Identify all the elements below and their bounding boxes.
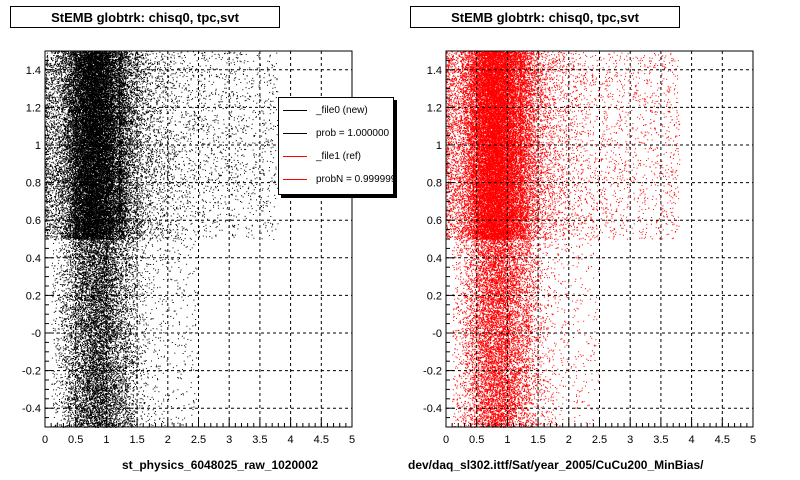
y-tick-label: 1 bbox=[436, 140, 442, 152]
y-tick-label: 1.4 bbox=[427, 65, 442, 77]
y-tick-label: 1.2 bbox=[427, 102, 442, 114]
x-tick-label: 1.5 bbox=[129, 434, 144, 446]
y-tick-label: 0.4 bbox=[427, 253, 442, 265]
y-tick-label: -0.2 bbox=[22, 366, 41, 378]
y-tick-label: -0 bbox=[31, 328, 41, 340]
scatter-plot-left: 0 0.5 1 1.5 2 2.5 3 3.5 4 4.5 5 -0.4 -0.2 -0 0.2 0.4 0.6… bbox=[22, 50, 355, 446]
axes bbox=[445, 50, 754, 428]
legend-label: _file1 (ref) bbox=[316, 150, 362, 162]
x-tick-label: 0 bbox=[443, 434, 449, 446]
y-tick-label: -0.2 bbox=[423, 366, 442, 378]
y-tick-label: 0.8 bbox=[26, 178, 41, 190]
legend-line-red bbox=[283, 155, 307, 157]
x-tick-label: 5 bbox=[750, 434, 756, 446]
y-tick-label: 0.4 bbox=[26, 253, 41, 265]
x-tick-label: 3 bbox=[226, 434, 232, 446]
x-tick-label: 0.5 bbox=[469, 434, 484, 446]
y-tick-label: 0.6 bbox=[26, 215, 41, 227]
x-tick-label: 1 bbox=[103, 434, 109, 446]
x-tick-label: 4 bbox=[288, 434, 294, 446]
legend-line-black bbox=[283, 132, 307, 134]
x-tick-label: 1.5 bbox=[530, 434, 545, 446]
y-tick-label: 0.2 bbox=[26, 290, 41, 302]
grid bbox=[446, 51, 753, 427]
legend-entry-file1: _file1 (ref) bbox=[283, 149, 361, 163]
y-tick-label: 0.2 bbox=[427, 290, 442, 302]
scatter-points bbox=[45, 51, 280, 428]
y-tick-label: -0.4 bbox=[423, 403, 442, 415]
x-tick-label: 2.5 bbox=[191, 434, 206, 446]
y-tick-label: 0.6 bbox=[427, 215, 442, 227]
y-tick-label: 1 bbox=[35, 140, 41, 152]
legend-line-red bbox=[283, 178, 307, 180]
x-axis-label-left: st_physics_6048025_raw_1020002 bbox=[122, 458, 319, 472]
x-tick-label: 0 bbox=[42, 434, 48, 446]
x-tick-label: 2.5 bbox=[592, 434, 607, 446]
scatter-point-cloud bbox=[45, 51, 280, 428]
chart-title-right: StEMB globtrk: chisq0, tpc,svt bbox=[410, 6, 680, 28]
x-tick-label: 4.5 bbox=[715, 434, 730, 446]
x-tick-label: 0.5 bbox=[68, 434, 83, 446]
x-tick-label: 5 bbox=[349, 434, 355, 446]
y-tick-label: 1.4 bbox=[26, 65, 41, 77]
legend-entry-file0: _file0 (new) bbox=[283, 103, 368, 117]
x-tick-label: 2 bbox=[566, 434, 572, 446]
x-tick-label: 3.5 bbox=[653, 434, 668, 446]
x-tick-label: 1 bbox=[504, 434, 510, 446]
chart-title-left: StEMB globtrk: chisq0, tpc,svt bbox=[10, 6, 280, 28]
x-tick-label: 3.5 bbox=[252, 434, 267, 446]
legend-label: _file0 (new) bbox=[316, 104, 368, 116]
y-tick-label: 0.8 bbox=[427, 178, 442, 190]
y-tick-label: 1.2 bbox=[26, 102, 41, 114]
scatter-points bbox=[446, 51, 681, 428]
legend-entry-prob: prob = 1.000000 bbox=[283, 126, 389, 140]
x-tick-label: 2 bbox=[165, 434, 171, 446]
x-tick-label: 3 bbox=[627, 434, 633, 446]
legend-label: prob = 1.000000 bbox=[316, 127, 390, 139]
y-tick-label: -0.4 bbox=[22, 403, 41, 415]
legend: _file0 (new) prob = 1.000000 _file1 (ref… bbox=[278, 97, 394, 195]
x-tick-label: 4.5 bbox=[314, 434, 329, 446]
x-tick-label: 4 bbox=[689, 434, 695, 446]
scatter-point-cloud bbox=[446, 51, 681, 428]
legend-line-black bbox=[283, 109, 307, 111]
axes bbox=[44, 50, 353, 428]
x-axis-label-right: dev/daq_sl302.ittf/Sat/year_2005/CuCu200… bbox=[408, 458, 704, 472]
y-tick-label: -0 bbox=[432, 328, 442, 340]
legend-entry-probn: probN = 0.999999 bbox=[283, 172, 394, 186]
legend-label: probN = 0.999999 bbox=[316, 173, 394, 185]
